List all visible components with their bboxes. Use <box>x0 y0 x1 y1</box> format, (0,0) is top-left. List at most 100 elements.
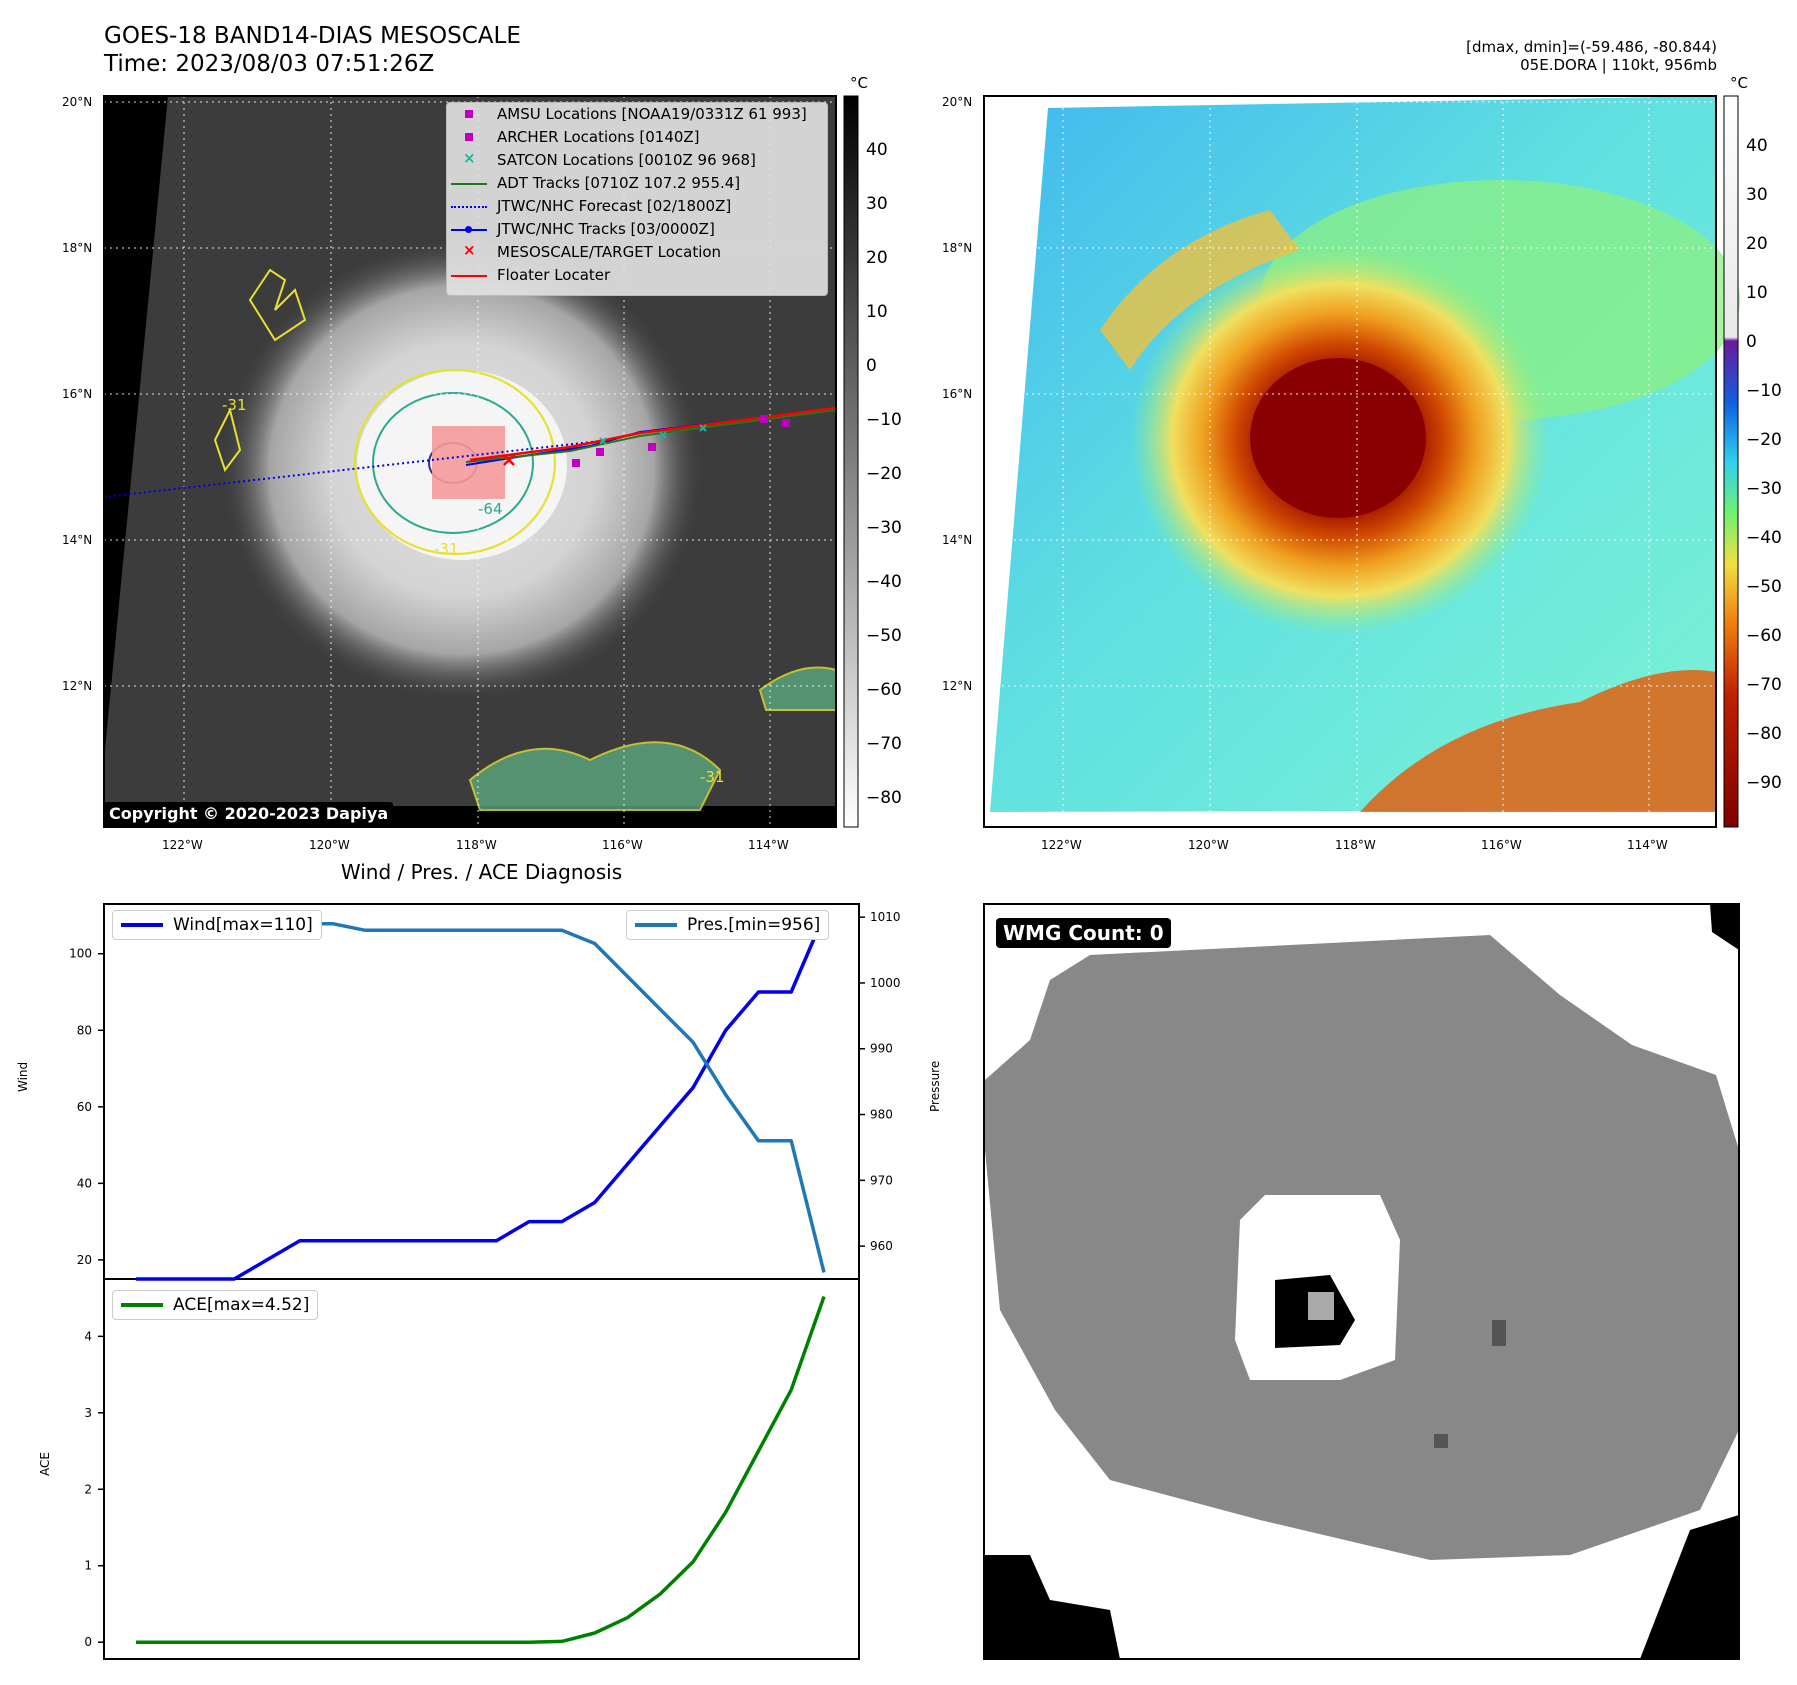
color-cb-tick: −90 <box>1746 773 1782 793</box>
lat-label-12n-2: 12°N <box>942 679 973 693</box>
legend-label: MESOSCALE/TARGET Location <box>497 243 722 261</box>
lon-label-114w: 114°W <box>748 838 789 852</box>
color-colorbar-unit: °C <box>1730 74 1748 92</box>
gray-cb-tick: −10 <box>866 410 902 430</box>
amsu-markers <box>572 415 790 467</box>
color-colorbar <box>1723 95 1739 828</box>
color-cb-tick: −30 <box>1746 479 1782 499</box>
color-map-gridlines <box>984 96 1716 827</box>
color-cb-tick: 20 <box>1746 234 1768 254</box>
legend-item-jtwc-tracks: JTWC/NHC Tracks [03/0000Z] <box>447 218 827 241</box>
legend-label: Floater Locater <box>497 266 611 284</box>
legend-label: JTWC/NHC Forecast [02/1800Z] <box>497 197 732 215</box>
legend-label: ARCHER Locations [0140Z] <box>497 128 700 146</box>
lon-label-116w-2: 116°W <box>1481 838 1522 852</box>
ace-chart-frame <box>103 1278 860 1660</box>
gray-cb-tick: −30 <box>866 518 902 538</box>
contour-label: -31 <box>700 768 725 786</box>
line-marker-icon <box>451 183 487 185</box>
lat-label-18n-2: 18°N <box>942 241 973 255</box>
satcon-markers <box>599 424 707 445</box>
storm-core-color <box>1250 358 1426 518</box>
contour-label: -64 <box>478 500 503 518</box>
gray-map-nodata-wedge <box>104 96 168 760</box>
gray-cb-tick: −50 <box>866 626 902 646</box>
contour-band-south <box>468 741 722 811</box>
y-tick-label: 100 <box>69 947 92 961</box>
lon-label-122w: 122°W <box>162 838 203 852</box>
lon-label-114w-2: 114°W <box>1627 838 1668 852</box>
dmax-dmin-text: [dmax, dmin]=(-59.486, -80.844) <box>1466 38 1717 56</box>
legend-item-adt: ADT Tracks [0710Z 107.2 955.4] <box>447 172 827 195</box>
pressure-series-line <box>136 915 826 1273</box>
y-tick-label: 80 <box>77 1023 92 1037</box>
gray-cb-tick: −70 <box>866 734 902 754</box>
color-cb-tick: −70 <box>1746 675 1782 695</box>
y-tick-label: 4 <box>84 1329 92 1343</box>
wind-legend-swatch-icon <box>121 923 163 927</box>
wind-pres-chart: 20 40 60 80 100 960 970 980 990 1000 1010 <box>69 910 901 1281</box>
wmg-black-region-se <box>1640 1515 1739 1659</box>
gray-cb-tick: 10 <box>866 302 888 322</box>
color-band-south <box>1360 670 1716 812</box>
wmg-frame <box>983 903 1740 1660</box>
gray-cb-tick: 0 <box>866 356 877 376</box>
legend-label: AMSU Locations [NOAA19/0331Z 61 993] <box>497 105 807 123</box>
legend-item-amsu: AMSU Locations [NOAA19/0331Z 61 993] <box>447 103 827 126</box>
lon-label-118w: 118°W <box>456 838 497 852</box>
wind-pres-chart-frame <box>103 903 860 1280</box>
color-cb-tick: 10 <box>1746 283 1768 303</box>
color-cb-tick: −80 <box>1746 724 1782 744</box>
lon-label-120w-2: 120°W <box>1188 838 1229 852</box>
legend-label: ADT Tracks [0710Z 107.2 955.4] <box>497 174 741 192</box>
figure-title: GOES-18 BAND14-DIAS MESOSCALE Time: 2023… <box>104 22 521 78</box>
x-marker-icon: × <box>463 149 476 167</box>
wind-axis-label: Wind <box>16 1061 30 1092</box>
mesoscale-target-marker <box>503 454 515 466</box>
legend-item-satcon: × SATCON Locations [0010Z 96 968] <box>447 149 827 172</box>
color-cb-tick: −50 <box>1746 577 1782 597</box>
floater-locater-line <box>469 406 837 462</box>
wmg-eye-core <box>1308 1292 1334 1320</box>
lon-label-116w: 116°W <box>602 838 643 852</box>
color-band-north <box>1100 210 1300 370</box>
copyright-badge: Copyright © 2020-2023 Dapiya <box>104 802 394 825</box>
color-cb-tick: −20 <box>1746 430 1782 450</box>
ace-legend: ACE[max=4.52] <box>112 1290 319 1320</box>
gray-cb-tick: −80 <box>866 788 902 808</box>
y-right-tick-label: 960 <box>870 1239 893 1253</box>
y-right-tick-label: 970 <box>870 1173 893 1187</box>
ace-chart: 0 1 2 3 4 <box>84 1296 826 1649</box>
lat-label-18n: 18°N <box>62 241 93 255</box>
lat-label-20n: 20°N <box>62 95 93 109</box>
contour-minus31 <box>353 368 557 556</box>
legend-item-forecast: JTWC/NHC Forecast [02/1800Z] <box>447 195 827 218</box>
wind-series-line <box>136 914 826 1281</box>
color-cb-tick: 0 <box>1746 332 1757 352</box>
gray-colorbar <box>843 95 859 828</box>
y-tick-label: 60 <box>77 1100 92 1114</box>
title-line-2: Time: 2023/08/03 07:51:26Z <box>104 51 435 77</box>
square-marker-icon <box>465 110 473 118</box>
dot-marker-icon <box>465 226 472 233</box>
gray-cb-tick: 30 <box>866 194 888 214</box>
title-line-1: GOES-18 BAND14-DIAS MESOSCALE <box>104 23 521 49</box>
wmg-panel <box>983 903 1740 1660</box>
wind-legend: Wind[max=110] <box>112 910 322 940</box>
y-tick-label: 2 <box>84 1482 92 1496</box>
y-tick-label: 40 <box>77 1176 92 1190</box>
pressure-legend-label: Pres.[min=956] <box>687 915 821 935</box>
lon-label-118w-2: 118°W <box>1335 838 1376 852</box>
lat-label-12n: 12°N <box>62 679 93 693</box>
color-cb-tick: −10 <box>1746 381 1782 401</box>
ace-series-line <box>136 1296 826 1644</box>
color-cb-tick: −40 <box>1746 528 1782 548</box>
color-ir-map <box>983 95 1740 828</box>
lon-label-120w: 120°W <box>309 838 350 852</box>
wmg-count-badge: WMG Count: 0 <box>996 918 1171 948</box>
wmg-black-region-ne <box>1710 904 1739 950</box>
wmg-black-region-sw <box>984 1555 1120 1659</box>
contour-minus64 <box>372 392 534 534</box>
pressure-axis-label: Pressure <box>928 1060 942 1112</box>
square-marker-icon <box>465 133 473 141</box>
